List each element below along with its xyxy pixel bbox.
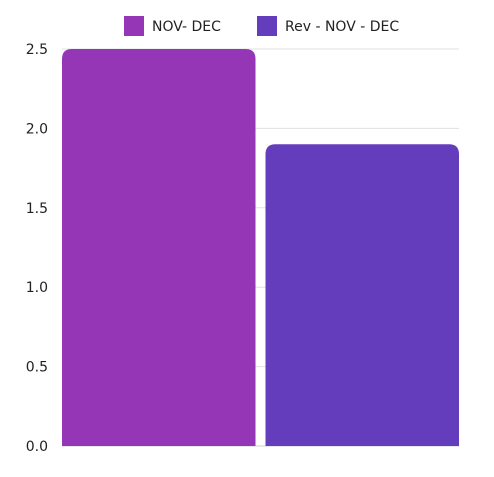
bar-nov-dec <box>62 49 256 446</box>
y-tick-label: 0.0 <box>26 439 48 455</box>
y-tick-label: 0.5 <box>26 360 48 376</box>
y-tick-label: 1.5 <box>26 201 48 217</box>
legend-label: Rev - NOV - DEC <box>285 19 399 35</box>
y-tick-label: 2.0 <box>26 121 48 137</box>
bar-rev-nov-dec <box>265 144 459 446</box>
y-tick-label: 2.5 <box>26 42 48 58</box>
legend-swatch <box>124 16 144 36</box>
legend-swatch <box>257 16 277 36</box>
legend-label: NOV- DEC <box>152 19 221 35</box>
y-tick-label: 1.0 <box>26 280 48 296</box>
